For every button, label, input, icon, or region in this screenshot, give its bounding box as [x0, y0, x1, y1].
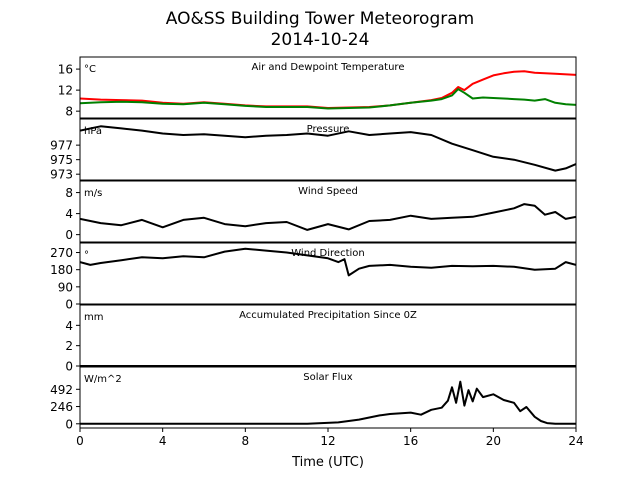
panel-5-ytick-label-1: 246: [50, 400, 73, 414]
panel-1-ytick-label-1: 975: [50, 153, 73, 167]
panel-2-title: Wind Speed: [298, 186, 358, 197]
x-axis-label: Time (UTC): [291, 455, 364, 470]
panel-4-frame: [79, 304, 577, 367]
x-tick-label-4: 16: [403, 434, 418, 448]
panel-1-title: Pressure: [307, 124, 350, 135]
panel-5-title: Solar Flux: [303, 372, 353, 383]
figure-title-line2: 2014-10-24: [271, 30, 370, 50]
panel-0-ytick-label-2: 8: [65, 105, 73, 119]
panel-2-unit-label: m/s: [84, 188, 102, 199]
x-tick-label-5: 20: [486, 434, 501, 448]
panel-3-frame: [79, 242, 577, 305]
x-tick-label-2: 8: [242, 434, 250, 448]
panel-0-title: Air and Dewpoint Temperature: [252, 62, 405, 73]
panel-3-ytick-label-2: 90: [58, 280, 73, 294]
panel-4-unit-label: mm: [84, 312, 103, 323]
panel-2-series-0-line: [80, 203, 576, 231]
x-axis: 0 4 8 12 16 20 24: [76, 428, 584, 448]
panel-3-series-0-line: [80, 247, 576, 277]
panel-0: 16 12 8 °C Air and Dewpoint Temperature: [58, 56, 577, 119]
panel-3-ytick-label-0: 270: [50, 246, 73, 260]
figure-title-line1: AO&SS Building Tower Meteorogram: [166, 9, 474, 29]
panel-1-ytick-label-2: 973: [50, 168, 73, 182]
panel-2: 8 4 0 m/s Wind Speed: [65, 180, 577, 243]
panel-5-series-0-line: [80, 380, 576, 425]
panel-4-ytick-label-1: 2: [65, 339, 73, 353]
x-tick-label-1: 4: [159, 434, 167, 448]
panel-5-unit-label: W/m^2: [84, 374, 122, 385]
panel-4: 4 2 0 mm Accumulated Precipitation Since 0Z: [65, 304, 577, 374]
panel-1-ytick-label-0: 977: [50, 139, 73, 153]
panel-1-unit-label: hPa: [84, 126, 102, 137]
x-tick-label-0: 0: [76, 434, 84, 448]
panel-3-ytick-label-1: 180: [50, 263, 73, 277]
x-tick-label-6: 24: [568, 434, 583, 448]
panel-0-series-1-line: [80, 88, 576, 110]
panel-2-ytick-label-0: 8: [65, 186, 73, 200]
panel-0-unit-label: °C: [84, 64, 96, 75]
panel-4-ytick-label-2: 0: [65, 360, 73, 374]
panel-0-frame: [79, 56, 577, 119]
panel-5-ytick-label-0: 492: [50, 383, 73, 397]
panel-2-ytick-label-2: 0: [65, 228, 73, 242]
panel-5-ytick-label-2: 0: [65, 417, 73, 431]
panel-1-series-0-line: [80, 125, 576, 172]
panel-2-ytick-label-1: 4: [65, 207, 73, 221]
panel-0-ytick-label-1: 12: [58, 84, 73, 98]
panel-3-title: Wind Direction: [291, 248, 365, 259]
panel-3: 270 180 90 0 ° Wind Direction: [50, 242, 577, 312]
panel-1-frame: [79, 118, 577, 181]
panel-4-ytick-label-0: 4: [65, 319, 73, 333]
panel-3-unit-label: °: [84, 250, 89, 261]
panel-4-title: Accumulated Precipitation Since 0Z: [239, 310, 417, 321]
panel-2-frame: [79, 180, 577, 243]
panel-0-ytick-label-0: 16: [58, 63, 73, 77]
x-tick-label-3: 12: [320, 434, 335, 448]
panel-3-ytick-label-3: 0: [65, 298, 73, 312]
